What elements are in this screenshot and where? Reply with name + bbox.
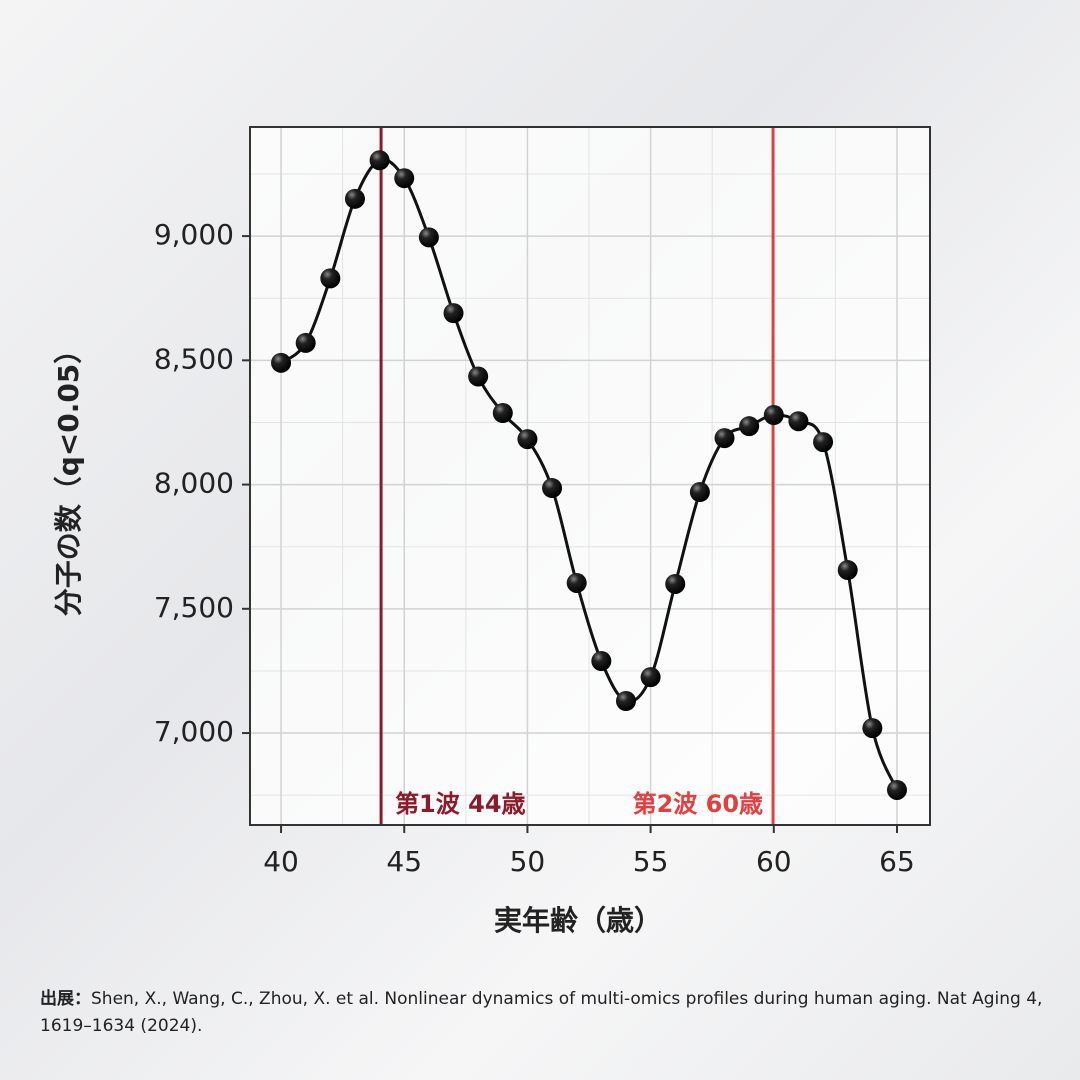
point: [468, 366, 489, 387]
x-tick-label: 50: [510, 845, 546, 878]
y-tick-label: 7,000: [154, 715, 234, 748]
point: [344, 188, 365, 209]
point: [566, 572, 587, 593]
plot-area: [250, 127, 930, 825]
point: [271, 352, 292, 373]
point: [591, 650, 612, 671]
y-tick-label: 8,000: [154, 467, 234, 500]
point: [788, 411, 809, 432]
reference-label: 第1波 44歳: [395, 790, 525, 818]
point: [542, 478, 563, 499]
point: [862, 718, 883, 739]
point: [492, 403, 513, 424]
point: [886, 779, 907, 800]
point: [369, 150, 390, 171]
point: [615, 691, 636, 712]
point: [418, 227, 439, 248]
point: [665, 573, 686, 594]
point: [813, 432, 834, 453]
point: [517, 429, 538, 450]
point: [714, 428, 735, 449]
point: [739, 416, 760, 437]
point: [295, 332, 316, 353]
x-tick-label: 55: [633, 845, 669, 878]
x-tick-label: 45: [386, 845, 422, 878]
source: 出展：Shen, X., Wang, C., Zhou, X. et al. N…: [40, 986, 1050, 1040]
x-tick-label: 60: [756, 845, 792, 878]
source-label: 出展：: [40, 989, 91, 1009]
point: [837, 560, 858, 581]
y-tick-label: 7,500: [154, 591, 234, 624]
point: [394, 168, 415, 189]
y-tick-label: 9,000: [154, 218, 234, 251]
x-axis-label: 実年齢（歳）: [494, 904, 662, 937]
point: [689, 482, 710, 503]
y-axis-label: 分子の数（q<0.05）: [52, 336, 85, 617]
point: [763, 404, 784, 425]
point: [640, 667, 661, 688]
source-text: Shen, X., Wang, C., Zhou, X. et al. Nonl…: [40, 989, 1043, 1036]
plot-frame: [249, 126, 931, 826]
reference-label: 第2波 60歳: [633, 790, 763, 818]
point: [320, 268, 341, 289]
x-tick-label: 65: [879, 845, 915, 878]
x-tick-label: 40: [263, 845, 299, 878]
point: [443, 303, 464, 324]
y-tick-label: 8,500: [154, 342, 234, 375]
